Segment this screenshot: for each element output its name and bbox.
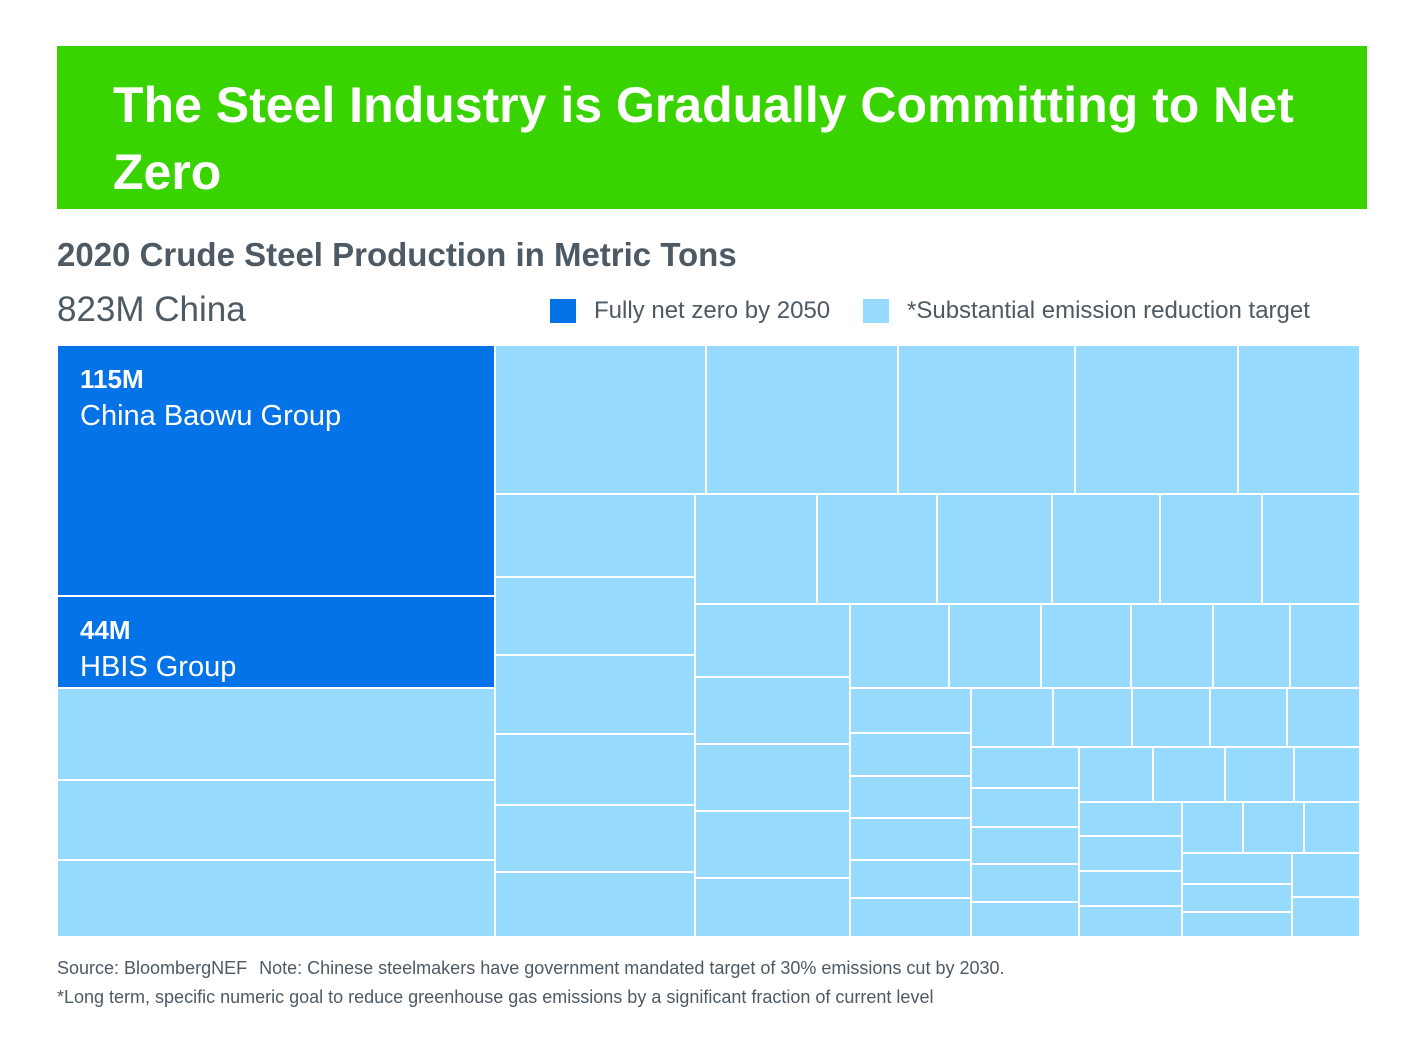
treemap-cell xyxy=(57,688,495,780)
treemap-cell xyxy=(495,577,695,655)
treemap-cell xyxy=(1153,747,1225,802)
treemap-cell xyxy=(1225,747,1294,802)
chart-subtitle: 2020 Crude Steel Production in Metric To… xyxy=(57,236,737,273)
treemap-cell xyxy=(1292,897,1360,937)
treemap-cell xyxy=(1238,345,1360,494)
treemap-cell xyxy=(1160,494,1262,604)
treemap-cell xyxy=(495,872,695,937)
legend-label-fully-net-zero: Fully net zero by 2050 xyxy=(594,297,831,324)
treemap-cell xyxy=(495,494,695,577)
source-text: Source: BloombergNEF xyxy=(57,958,248,978)
chart-title: The Steel Industry is Gradually Committi… xyxy=(113,77,1294,200)
treemap-cell xyxy=(1079,906,1182,937)
treemap-cell xyxy=(1041,604,1131,688)
treemap-cell xyxy=(495,655,695,734)
treemap-cell xyxy=(57,860,495,937)
treemap-cell xyxy=(1052,494,1160,604)
treemap-cell xyxy=(1294,747,1360,802)
legend-item-substantial-target: *Substantial emission reduction target xyxy=(863,296,1310,326)
treemap-cell xyxy=(1079,802,1182,836)
treemap-cell xyxy=(850,860,971,898)
footnote-text: *Long term, specific numeric goal to red… xyxy=(57,987,934,1007)
treemap-cell xyxy=(1131,604,1213,688)
legend-item-fully-net-zero: Fully net zero by 2050 xyxy=(550,296,830,326)
cell-name-label: China Baowu Group xyxy=(80,400,342,432)
treemap: 115M China Baowu Group 44M HBIS Group xyxy=(57,345,1360,937)
treemap-cell xyxy=(706,345,898,494)
treemap-cell xyxy=(850,818,971,860)
legend-label-substantial-target: *Substantial emission reduction target xyxy=(907,297,1310,324)
treemap-cell xyxy=(1132,688,1210,747)
treemap-cell xyxy=(1210,688,1287,747)
legend-swatch-fully-net-zero xyxy=(550,299,576,323)
treemap-cell xyxy=(1292,853,1360,897)
cell-value-label: 115M xyxy=(80,364,144,394)
note-text: Note: Chinese steelmakers have governmen… xyxy=(259,958,1005,978)
footer-source-note: Source: BloombergNEF Note: Chinese steelm… xyxy=(57,958,1005,979)
cell-value-label: 44M xyxy=(80,615,131,645)
treemap-cell xyxy=(1053,688,1132,747)
treemap-cell xyxy=(1075,345,1238,494)
treemap-cell xyxy=(1287,688,1360,747)
treemap-cell xyxy=(850,688,971,733)
treemap-cell xyxy=(1079,747,1153,802)
treemap-cell xyxy=(850,776,971,818)
treemap-cell xyxy=(971,864,1079,902)
treemap-cell xyxy=(937,494,1052,604)
title-banner: The Steel Industry is Gradually Committi… xyxy=(57,46,1367,209)
treemap-cell xyxy=(817,494,937,604)
treemap-cell xyxy=(898,345,1075,494)
treemap-cell xyxy=(850,898,971,937)
treemap-cell xyxy=(495,345,706,494)
treemap-cell xyxy=(1262,494,1360,604)
treemap-cell-china-baowu-group: 115M China Baowu Group xyxy=(57,345,495,596)
treemap-cell xyxy=(495,734,695,805)
treemap-cell xyxy=(695,811,850,878)
cell-name-label: HBIS Group xyxy=(80,651,237,683)
group-label: 823M China xyxy=(57,290,246,329)
treemap-cell xyxy=(1304,802,1360,853)
treemap-cell xyxy=(695,677,850,744)
treemap-cell xyxy=(971,902,1079,937)
treemap-cell xyxy=(850,733,971,776)
treemap-cell xyxy=(1182,853,1292,884)
treemap-cell xyxy=(949,604,1041,688)
legend-swatch-substantial-target xyxy=(863,299,889,323)
treemap-cell xyxy=(971,827,1079,864)
treemap-cell xyxy=(850,604,949,688)
treemap-cell xyxy=(971,688,1053,747)
treemap-cell xyxy=(695,878,850,937)
treemap-cell xyxy=(695,494,817,604)
treemap-cell xyxy=(1243,802,1304,853)
treemap-cell xyxy=(1079,871,1182,906)
treemap-cell xyxy=(695,744,850,811)
treemap-cell xyxy=(495,805,695,872)
treemap-cell xyxy=(971,788,1079,827)
treemap-cell xyxy=(1182,912,1292,937)
treemap-cell xyxy=(695,604,850,677)
treemap-cell xyxy=(1182,884,1292,912)
treemap-cell xyxy=(1079,836,1182,871)
treemap-cell xyxy=(57,780,495,860)
treemap-cell xyxy=(1290,604,1360,688)
treemap-cell-hbis-group: 44M HBIS Group xyxy=(57,596,495,688)
treemap-cell xyxy=(1182,802,1243,853)
treemap-cell xyxy=(1213,604,1290,688)
treemap-cell xyxy=(971,747,1079,788)
